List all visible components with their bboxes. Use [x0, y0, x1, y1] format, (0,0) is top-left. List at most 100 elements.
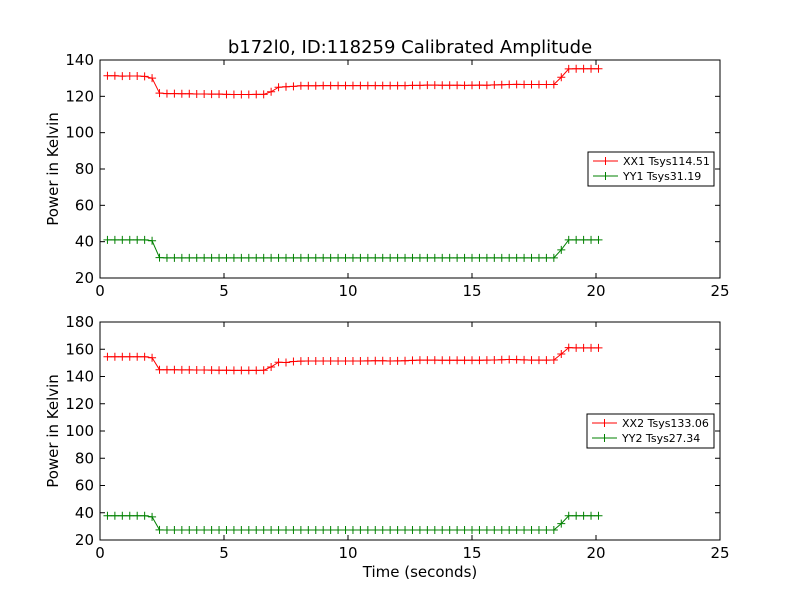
- data-point: [282, 82, 290, 91]
- data-point: [296, 81, 305, 90]
- data-point: [490, 253, 499, 262]
- legend-label: YY1 Tsys31.19: [622, 170, 701, 183]
- data-point: [125, 235, 134, 244]
- data-point: [430, 253, 439, 262]
- data-point: [118, 511, 127, 520]
- y-tick-label: 100: [65, 124, 94, 142]
- data-point: [259, 253, 268, 262]
- data-point: [542, 356, 551, 365]
- data-point: [520, 526, 529, 535]
- data-point: [564, 64, 573, 73]
- data-point: [274, 526, 283, 535]
- y-axis-label: Power in Kelvin: [44, 374, 62, 488]
- data-point: [133, 71, 142, 80]
- data-point: [162, 89, 171, 98]
- data-point: [185, 253, 194, 262]
- data-point: [140, 72, 149, 81]
- data-point: [311, 253, 320, 262]
- data-point: [334, 526, 343, 535]
- data-point: [497, 253, 506, 262]
- data-point: [215, 253, 224, 262]
- y-axis-label: Power in Kelvin: [44, 112, 62, 226]
- data-point: [594, 235, 603, 244]
- data-point: [185, 526, 194, 535]
- y-tick-label: 100: [65, 422, 94, 440]
- data-point: [423, 356, 432, 365]
- data-point: [549, 253, 558, 262]
- data-point: [438, 81, 447, 90]
- data-point: [170, 89, 179, 98]
- data-point: [170, 365, 179, 374]
- data-point: [177, 526, 186, 535]
- y-tick-label: 140: [65, 51, 94, 69]
- data-point: [587, 343, 596, 352]
- data-point: [363, 526, 372, 535]
- data-point: [505, 253, 514, 262]
- data-point: [430, 526, 439, 535]
- data-point: [259, 90, 268, 99]
- x-tick-label: 25: [710, 282, 729, 300]
- data-point: [460, 81, 469, 90]
- data-point: [386, 526, 395, 535]
- x-tick-label: 15: [462, 282, 481, 300]
- data-point: [415, 526, 424, 535]
- data-point: [587, 511, 596, 520]
- data-point: [274, 253, 283, 262]
- data-point: [170, 526, 179, 535]
- data-point: [371, 356, 380, 365]
- y-tick-label: 120: [65, 395, 94, 413]
- data-point: [222, 526, 231, 535]
- data-point: [296, 253, 305, 262]
- data-point: [453, 253, 462, 262]
- data-point: [282, 253, 290, 262]
- data-point: [170, 253, 179, 262]
- data-point: [229, 90, 238, 99]
- data-point: [192, 89, 201, 98]
- data-point: [334, 253, 343, 262]
- data-point: [512, 355, 521, 364]
- data-point: [505, 526, 514, 535]
- data-point: [534, 526, 543, 535]
- data-point: [267, 362, 276, 371]
- data-point: [110, 352, 119, 361]
- data-point: [572, 235, 581, 244]
- y-tick-label: 120: [65, 87, 94, 105]
- data-point: [267, 526, 276, 535]
- data-point: [587, 235, 596, 244]
- x-tick-label: 5: [219, 282, 229, 300]
- data-point: [140, 352, 149, 361]
- data-point: [371, 253, 380, 262]
- data-point: [415, 81, 424, 90]
- data-point: [326, 81, 335, 90]
- data-point: [319, 81, 328, 90]
- data-point: [430, 81, 439, 90]
- data-point: [423, 253, 432, 262]
- data-point: [259, 526, 268, 535]
- data-point: [401, 81, 410, 90]
- data-point: [564, 511, 573, 520]
- data-point: [572, 343, 581, 352]
- data-point: [289, 526, 298, 535]
- data-point: [207, 253, 216, 262]
- y-tick-label: 80: [75, 160, 94, 178]
- data-point: [579, 64, 588, 73]
- data-point: [222, 253, 231, 262]
- data-point: [520, 253, 529, 262]
- data-point: [200, 526, 209, 535]
- data-point: [311, 526, 320, 535]
- data-point: [453, 526, 462, 535]
- data-point: [460, 356, 469, 365]
- data-point: [237, 253, 246, 262]
- data-point: [572, 511, 581, 520]
- data-point: [155, 525, 164, 534]
- y-tick-label: 60: [75, 196, 94, 214]
- data-point: [356, 356, 365, 365]
- data-point: [468, 81, 476, 90]
- data-point: [490, 526, 499, 535]
- data-point: [326, 253, 335, 262]
- y-tick-label: 20: [75, 531, 94, 549]
- data-point: [282, 526, 290, 535]
- data-point: [110, 71, 119, 80]
- data-point: [326, 526, 335, 535]
- data-point: [207, 90, 216, 99]
